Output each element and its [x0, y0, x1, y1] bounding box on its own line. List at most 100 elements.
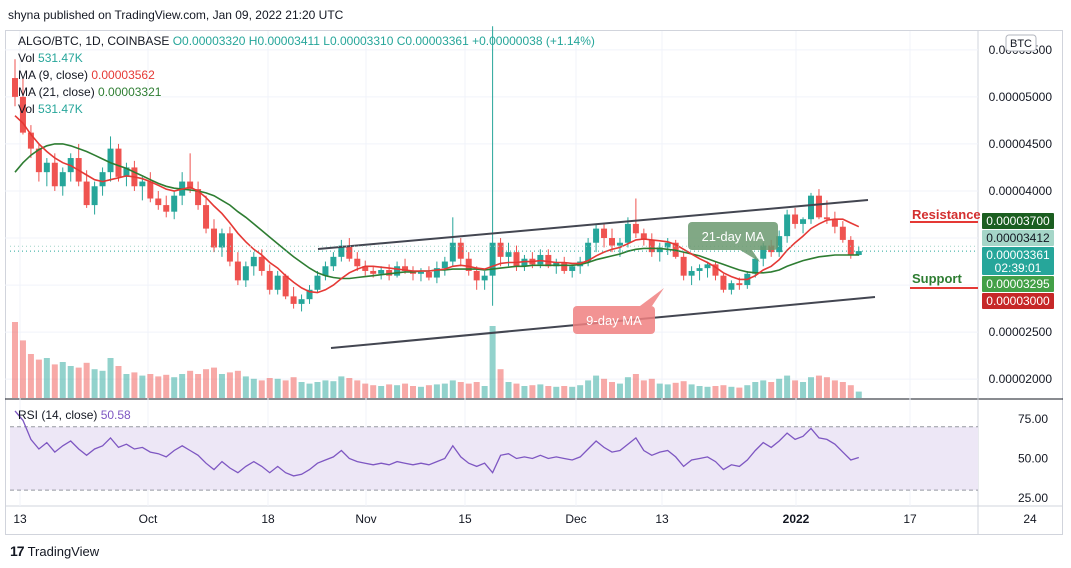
volume-bar [187, 370, 194, 398]
time-tick-label: Oct [139, 512, 158, 526]
volume-bar [712, 386, 719, 398]
candle-body [59, 172, 66, 187]
time-tick-label: Nov [355, 512, 376, 526]
volume-bar [27, 354, 34, 398]
ma9-callout: 9-day MA [573, 288, 664, 334]
legend-ma9-label: MA (9, close) [18, 68, 89, 82]
candle-body [831, 219, 838, 227]
volume-bar [394, 385, 401, 398]
candle-body [370, 270, 377, 274]
ma9-price-tag: 0.00003412 [982, 230, 1054, 246]
legend-rsi-row: RSI (14, close) 50.58 [18, 408, 131, 422]
candle-body [402, 266, 409, 271]
time-tick-label: 24 [1023, 512, 1037, 526]
candle-body [218, 233, 225, 248]
volume-bar [274, 378, 281, 398]
volume-bar [585, 380, 592, 398]
volume-bar [59, 362, 66, 398]
resistance-label: Resistance [912, 207, 981, 222]
tradingview-footer[interactable]: 17 TradingView [10, 543, 99, 559]
candle-body [537, 254, 544, 265]
candle-body [346, 245, 353, 259]
candle-body [784, 214, 791, 237]
legend-symbol-row: ALGO/BTC, 1D, COINBASE O0.00003320 H0.00… [18, 34, 595, 48]
volume-bar [330, 381, 337, 398]
volume-bar [19, 340, 26, 398]
volume-bar [553, 386, 560, 398]
price-tick-label: 0.00002000 [989, 372, 1053, 386]
volume-bar [688, 384, 695, 398]
volume-bar [537, 384, 544, 398]
volume-bar [163, 374, 170, 398]
candle-body [696, 268, 703, 271]
legend-ma9-value: 0.00003562 [91, 68, 155, 82]
volume-bar [370, 385, 377, 398]
candle-body [473, 270, 480, 281]
volume-bar [680, 381, 687, 398]
volume-bar [250, 378, 257, 398]
volume-bar [115, 366, 122, 398]
candle-body [203, 205, 210, 229]
volume-bar [640, 380, 647, 398]
candle-body [362, 266, 369, 271]
candle-body [720, 275, 727, 290]
ma21-callout-box [688, 222, 778, 250]
candle-body [601, 228, 608, 239]
volume-bar [354, 380, 361, 398]
volume-bar [99, 370, 106, 398]
support-price-tag-box [982, 293, 1054, 309]
volume-bar [609, 382, 615, 398]
volume-bar [561, 386, 568, 398]
candle-body [553, 262, 560, 267]
candle-body [211, 228, 217, 248]
legend-symbol: ALGO/BTC, 1D, COINBASE [18, 34, 170, 48]
volume-bar [632, 374, 639, 398]
candle-body [27, 132, 34, 149]
candle-body [616, 242, 623, 246]
candle-body [847, 239, 854, 255]
volume-bar [410, 386, 416, 398]
support-label: Support [912, 271, 962, 286]
candle-body [35, 148, 42, 173]
candle-body [99, 172, 106, 187]
resistance-price-tag-box [982, 213, 1054, 229]
candle-body [306, 289, 313, 300]
price-tick-label: 0.00005000 [989, 90, 1053, 104]
candle-body [338, 245, 345, 257]
current-price-tag-text: 02:39:01 [995, 261, 1042, 275]
candle-body [250, 256, 257, 267]
volume-bar [131, 372, 138, 398]
volume-bar [75, 367, 82, 398]
time-tick-label: 17 [903, 512, 917, 526]
volume-bar [624, 377, 631, 398]
chart-frame[interactable] [5, 30, 1063, 535]
time-tick-label: 18 [261, 512, 275, 526]
volume-bar [449, 380, 456, 398]
candle-body [449, 242, 456, 262]
candle-body [226, 233, 233, 262]
current-price-tag-text: 0.00003361 [986, 248, 1050, 262]
volume-bar [784, 375, 791, 398]
price-tick-label: 0.00004000 [989, 184, 1053, 198]
rsi-band [10, 426, 978, 491]
volume-bar [155, 376, 162, 398]
volume-bar [425, 385, 432, 398]
candle-body [107, 148, 114, 173]
candle-body [314, 275, 321, 290]
volume-bar [529, 385, 536, 398]
candle-body [505, 252, 512, 257]
volume-bar [720, 385, 727, 398]
candle-body [19, 96, 26, 133]
rsi-line [14, 410, 859, 477]
volume-bar [402, 383, 409, 398]
ma21-callout: 21-day MA [688, 222, 778, 262]
ma9-callout-box [573, 306, 655, 334]
volume-bar [664, 384, 671, 398]
publisher-line: shyna published on TradingView.com, Jan … [8, 8, 344, 22]
volume-bar [441, 383, 448, 398]
candle-body [704, 264, 711, 269]
volume-bar [306, 383, 313, 398]
candle-body [330, 256, 337, 267]
